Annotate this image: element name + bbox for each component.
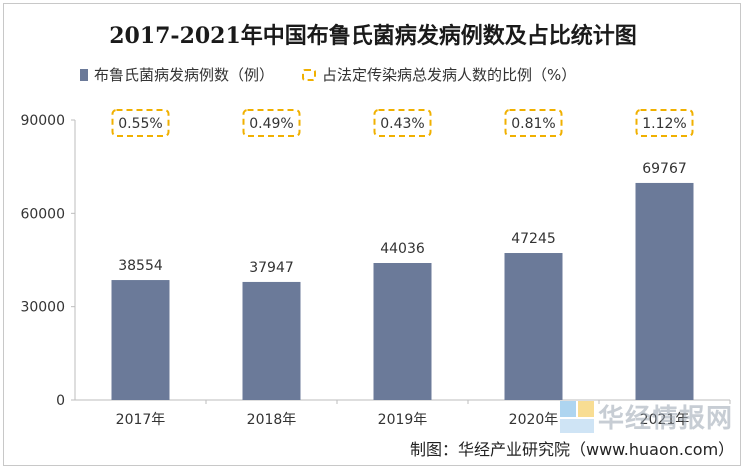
bar-value-label: 47245 <box>511 231 556 247</box>
bar <box>504 253 563 400</box>
legend-bar-swatch <box>80 68 88 81</box>
y-tick-label: 30000 <box>20 300 65 316</box>
ratio-box <box>373 109 432 137</box>
ratio-box <box>111 109 170 137</box>
ratio-box <box>504 109 563 137</box>
ratio-label: 0.43% <box>380 116 424 132</box>
x-tick-label: 2018年 <box>247 412 297 428</box>
bar-value-label: 69767 <box>642 161 687 177</box>
x-tick-label: 2021年 <box>640 412 690 428</box>
bar <box>635 182 694 400</box>
ratio-label: 0.81% <box>511 116 555 132</box>
legend-bar-label: 布鲁氏菌病发病例数（例） <box>94 66 275 84</box>
bar <box>242 281 301 400</box>
bar-value-label: 44036 <box>380 241 425 257</box>
bar-value-label: 37947 <box>249 260 294 276</box>
watermark-logo-icon <box>560 400 594 433</box>
bar-value-label: 38554 <box>118 258 163 274</box>
y-tick-label: 60000 <box>20 206 65 222</box>
x-tick-label: 2020年 <box>509 412 559 428</box>
chart-title: 2017-2021年中国布鲁氏菌病发病例数及占比统计图 <box>109 23 637 49</box>
legend: 布鲁氏菌病发病例数（例） 占法定传染病总发病人数的比例（%） <box>80 64 576 85</box>
ratio-label: 1.12% <box>642 116 686 132</box>
ratio-box <box>635 109 694 137</box>
y-tick-label: 90000 <box>20 113 65 129</box>
watermark: 华经情报网 <box>560 398 733 435</box>
x-tick-label: 2019年 <box>378 412 428 428</box>
legend-ratio-label: 占法定传染病总发病人数的比例（%） <box>322 66 577 84</box>
ratio-label: 0.49% <box>249 116 293 132</box>
ratio-label: 0.55% <box>118 116 162 132</box>
bar <box>111 280 170 400</box>
ratio-box <box>242 109 301 137</box>
y-tick-label: 0 <box>56 393 65 409</box>
legend-ratio-swatch <box>302 68 317 81</box>
bar <box>373 262 432 400</box>
source-footer: 制图：华经产业研究院（www.huaon.com） <box>410 440 735 459</box>
x-tick-label: 2017年 <box>116 412 166 428</box>
watermark-text: 华经情报网 <box>598 404 734 434</box>
